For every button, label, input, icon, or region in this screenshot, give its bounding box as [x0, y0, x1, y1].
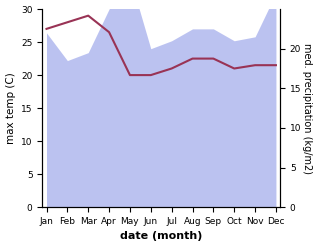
X-axis label: date (month): date (month)	[120, 231, 203, 242]
Y-axis label: med. precipitation (kg/m2): med. precipitation (kg/m2)	[302, 43, 313, 174]
Y-axis label: max temp (C): max temp (C)	[5, 72, 16, 144]
